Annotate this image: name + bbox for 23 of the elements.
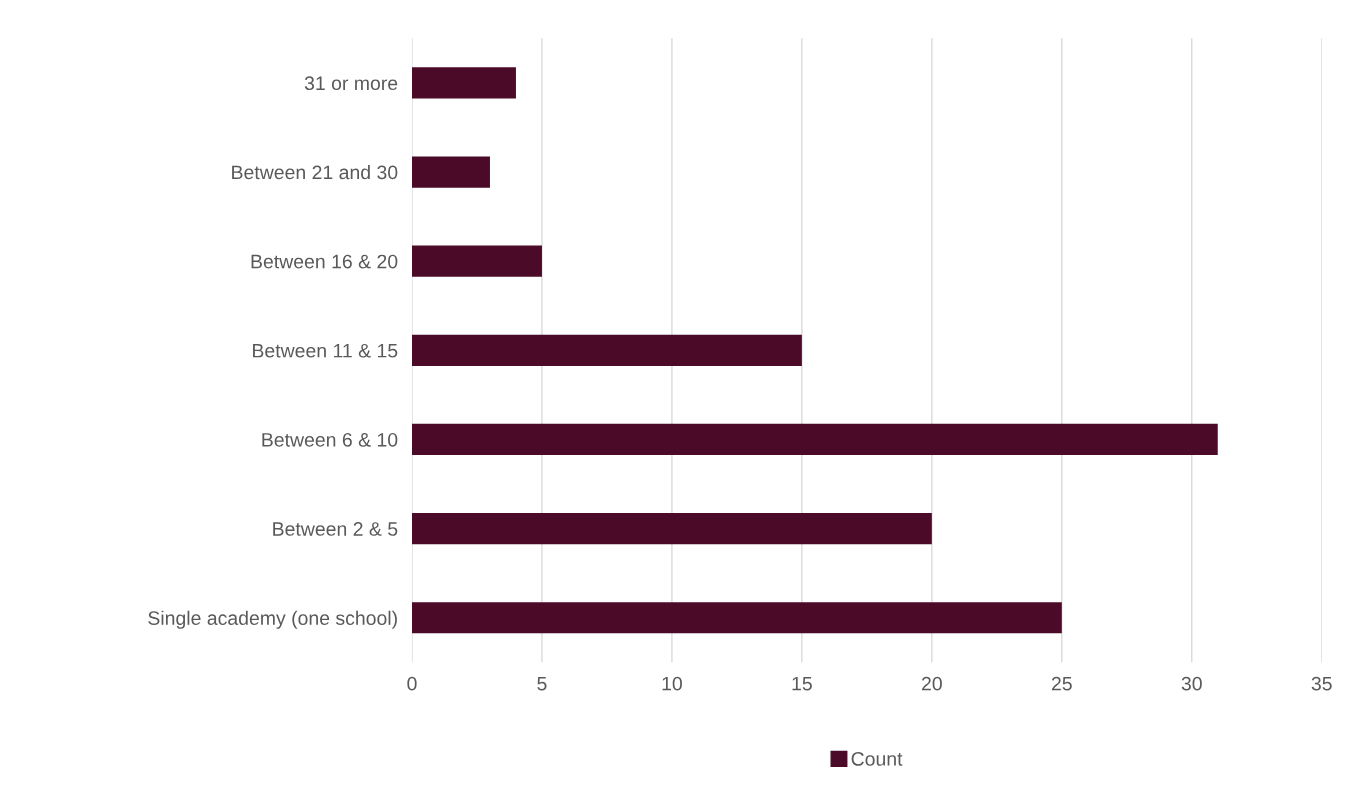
y-tick-label: Between 11 & 15 xyxy=(253,343,398,358)
y-tick-label: Between 6 & 10 xyxy=(262,432,398,447)
x-tick-label: 20 xyxy=(922,676,942,691)
x-tick-label: 10 xyxy=(662,676,682,691)
x-tick-label: 15 xyxy=(792,676,812,691)
bar xyxy=(411,67,516,99)
bar xyxy=(411,245,542,277)
x-tick-label: 0 xyxy=(407,676,417,691)
bar xyxy=(411,334,802,366)
x-tick-label: 25 xyxy=(1051,676,1072,691)
bar xyxy=(411,602,1062,634)
x-tick-label: 30 xyxy=(1181,676,1202,691)
y-tick-label: Between 2 & 5 xyxy=(273,522,398,536)
bar xyxy=(411,156,490,188)
legend-label: Count xyxy=(851,752,903,766)
y-tick-label: Between 21 and 30 xyxy=(232,164,398,180)
x-tick-label: 5 xyxy=(537,676,547,691)
y-tick-label: Between 16 & 20 xyxy=(251,254,398,269)
bar xyxy=(411,513,932,545)
y-tick-label: 31 or more xyxy=(304,76,398,91)
bar xyxy=(411,423,1218,456)
x-tick-label: 35 xyxy=(1311,676,1332,691)
y-tick-label: Single academy (one school) xyxy=(148,610,397,629)
